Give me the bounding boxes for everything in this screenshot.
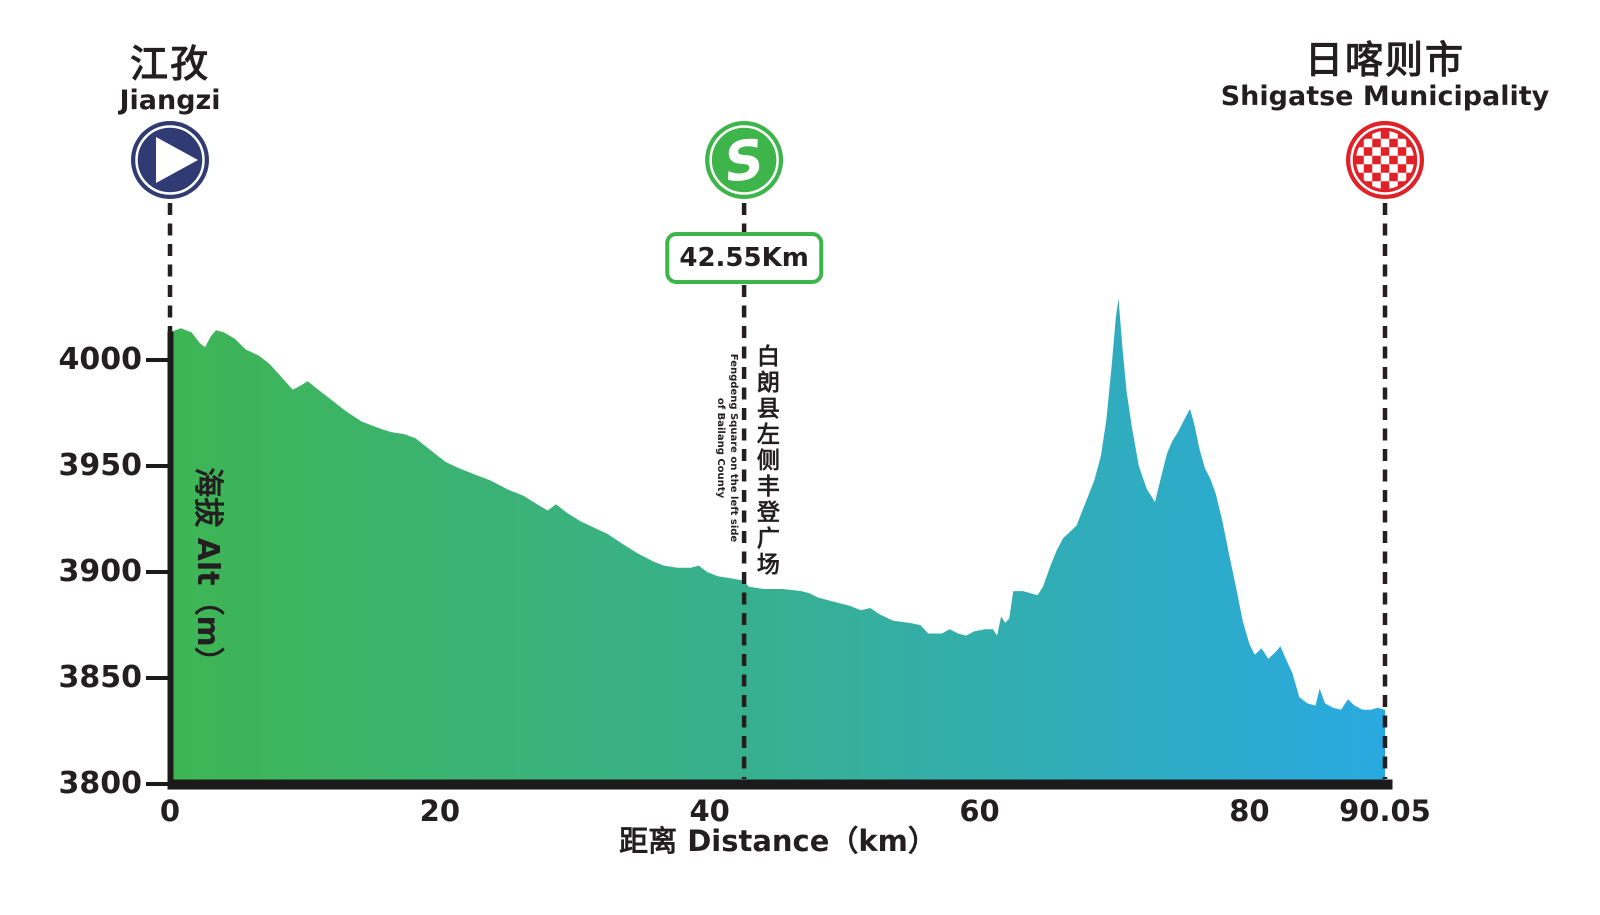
- y-axis-title: 海拔 Alt（m）: [190, 467, 225, 677]
- y-tick-label: 4000: [58, 342, 143, 377]
- finish-place-label: 日喀则市 Shigatse Municipality: [1220, 38, 1550, 113]
- checkered-flag-icon: [1346, 121, 1424, 199]
- sprint-note-en-line2: of Bailang County: [715, 397, 727, 499]
- x-tick-label: 20: [419, 794, 461, 828]
- x-axis-title: 距离 Distance（km）: [619, 824, 937, 858]
- x-tick-label: 0: [159, 794, 181, 828]
- x-axis-line: [167, 779, 1393, 790]
- start-name-zh: 江孜: [129, 42, 211, 86]
- marker-lines: [167, 203, 1388, 779]
- y-tick-label: 3950: [58, 448, 143, 483]
- sprint-note-en: Fengdeng Square on the left side of Bail…: [714, 333, 740, 563]
- axes: [146, 331, 1393, 790]
- y-tick-marks: [146, 358, 171, 786]
- sprint-s-icon: S: [705, 121, 784, 199]
- sprint-note-zh: 白朗县左侧丰登广场: [752, 344, 779, 578]
- start-name-en: Jiangzi: [119, 85, 221, 117]
- x-tick-label: 90.05: [1339, 794, 1431, 828]
- x-tick-label: 80: [1229, 794, 1270, 828]
- y-tick-label: 3900: [58, 554, 143, 589]
- x-tick-label: 60: [959, 794, 1000, 828]
- finish-name-zh: 日喀则市: [1304, 38, 1465, 82]
- play-icon: [131, 121, 209, 199]
- y-tick-label: 3800: [58, 766, 143, 801]
- y-axis-line: [167, 331, 174, 785]
- sprint-note-en-line1: Fengdeng Square on the left side: [728, 353, 740, 543]
- start-place-label: 江孜 Jiangzi: [119, 42, 221, 117]
- elevation-area: [170, 298, 1385, 784]
- y-tick-label: 3850: [58, 660, 143, 695]
- x-tick-label: 40: [689, 794, 730, 828]
- finish-name-en: Shigatse Municipality: [1220, 81, 1550, 113]
- sprint-distance-badge: 42.55Km: [665, 232, 823, 284]
- svg-text:S: S: [721, 127, 768, 195]
